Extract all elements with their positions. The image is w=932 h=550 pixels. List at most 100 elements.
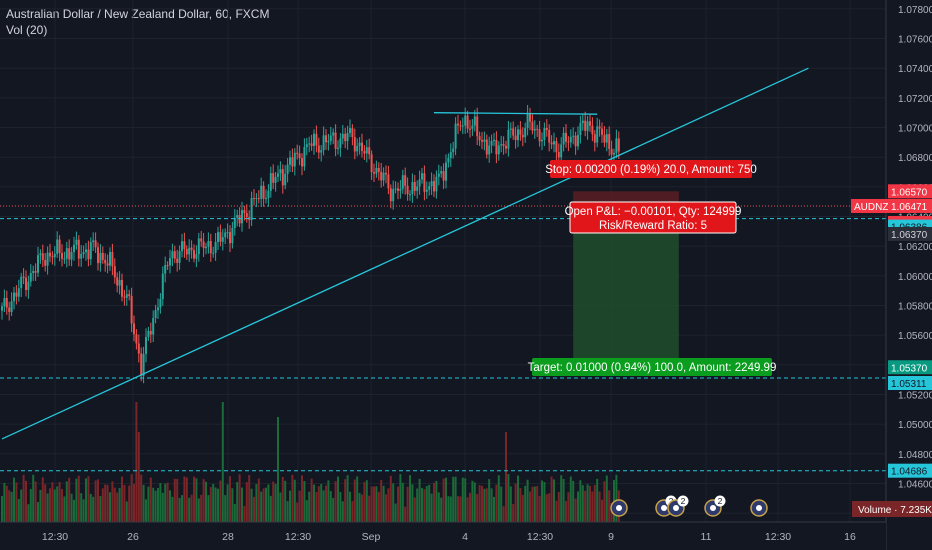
candle-body xyxy=(106,263,109,266)
volume-bar xyxy=(435,480,438,522)
candle-body xyxy=(577,135,579,147)
candle-body xyxy=(29,273,32,282)
volume-bar xyxy=(77,475,80,522)
target-price-tag-bg xyxy=(888,360,932,375)
candle-body xyxy=(610,148,613,155)
volume-bar xyxy=(605,475,608,522)
volume-study-label[interactable]: Vol (20) xyxy=(6,23,48,37)
stop-price-tag-bg xyxy=(888,184,932,199)
candle-body xyxy=(596,126,599,143)
volume-bar xyxy=(526,479,529,522)
candle-body xyxy=(557,152,560,158)
candle-body xyxy=(392,189,395,202)
candle-body xyxy=(428,186,431,190)
candle-body xyxy=(164,265,167,274)
volume-bar xyxy=(584,490,587,522)
candle-body xyxy=(519,129,522,135)
candle-body xyxy=(15,292,18,297)
symbol-tag-text: AUDNZD xyxy=(854,202,896,213)
candle-body xyxy=(567,141,570,143)
candle-body xyxy=(416,186,419,191)
volume-bar xyxy=(87,476,90,522)
candle-body xyxy=(382,172,385,181)
stop-label[interactable]: Stop: 0.00200 (0.19%) 20.0, Amount: 750 xyxy=(545,160,757,178)
volume-bar xyxy=(44,484,47,522)
candle-body xyxy=(358,142,361,146)
volume-bar xyxy=(411,484,414,522)
volume-bar xyxy=(399,474,402,522)
volume-bar xyxy=(22,474,25,522)
volume-bar xyxy=(488,479,491,522)
volume-bar xyxy=(392,483,395,522)
candle-body xyxy=(413,182,416,191)
volume-bar xyxy=(133,483,135,522)
candle-body xyxy=(435,176,438,192)
volume-bar xyxy=(524,485,527,522)
candle-body xyxy=(457,123,459,126)
event-flag-icon[interactable] xyxy=(610,499,628,517)
candle-body xyxy=(533,128,536,131)
volume-bar xyxy=(217,488,219,522)
candle-body xyxy=(603,134,606,143)
event-badge xyxy=(677,495,689,507)
volume-bar xyxy=(593,484,596,522)
candle-body xyxy=(152,317,155,335)
candle-body xyxy=(99,252,102,264)
volume-bar xyxy=(562,478,565,522)
volume-bar xyxy=(130,474,133,522)
volume-bar xyxy=(166,482,169,522)
candle-body xyxy=(579,123,582,136)
candle-body xyxy=(140,353,143,376)
candle-body xyxy=(257,198,260,200)
event-flag-icon[interactable] xyxy=(750,499,768,517)
candle-body xyxy=(104,259,107,264)
volume-bar xyxy=(363,482,366,522)
target-label-text: Target: 0.01000 (0.94%) 100.0, Amount: 2… xyxy=(528,362,777,374)
candle-body xyxy=(493,139,495,141)
volume-bar xyxy=(301,475,303,522)
candle-body xyxy=(267,190,270,199)
volume-bar xyxy=(269,495,272,522)
candle-body xyxy=(509,128,512,130)
volume-bar xyxy=(221,402,224,522)
volume-bar xyxy=(574,498,577,522)
candle-body xyxy=(226,232,229,234)
volume-bar xyxy=(200,494,203,522)
volume-bar xyxy=(497,475,500,522)
candle-body xyxy=(605,134,608,143)
volume-bar xyxy=(380,480,383,522)
candle-body xyxy=(375,168,378,174)
event-flag-star xyxy=(710,505,716,511)
candle-body xyxy=(188,247,191,255)
candle-body xyxy=(466,115,469,129)
event-flag-star xyxy=(616,505,622,511)
volume-bar xyxy=(202,479,205,522)
volume-bar xyxy=(25,480,27,522)
volume-bar xyxy=(298,490,301,522)
target-label[interactable]: Target: 0.01000 (0.94%) 100.0, Amount: 2… xyxy=(528,358,777,376)
symbol-tag: AUDNZD xyxy=(851,198,896,213)
volume-bar xyxy=(257,478,260,522)
volume-bar xyxy=(325,485,327,522)
volume-bar xyxy=(135,402,138,522)
volume-bar xyxy=(140,474,143,522)
candle-body xyxy=(399,188,402,191)
event-flag-icon[interactable]: 2 xyxy=(667,495,689,517)
volume-bar xyxy=(89,493,92,522)
trendline-2 xyxy=(433,112,598,115)
volume-bar xyxy=(567,492,570,522)
event-flag-icon[interactable]: 2 xyxy=(704,495,726,517)
pnl-label[interactable]: Open P&L: −0.00101, Qty: 124999 Risk/Rewa… xyxy=(565,201,742,234)
candle-body xyxy=(507,129,510,149)
candle-body xyxy=(423,173,426,192)
candle-body xyxy=(469,128,471,130)
volume-bar xyxy=(409,475,411,522)
candle-body xyxy=(526,113,529,128)
volume-bar xyxy=(233,504,236,522)
candle-body xyxy=(63,258,66,260)
volume-bar xyxy=(471,480,474,522)
volume-bar xyxy=(425,486,428,522)
volume-bar xyxy=(289,490,291,522)
symbol-title[interactable]: Australian Dollar / New Zealand Dollar, … xyxy=(6,7,270,21)
